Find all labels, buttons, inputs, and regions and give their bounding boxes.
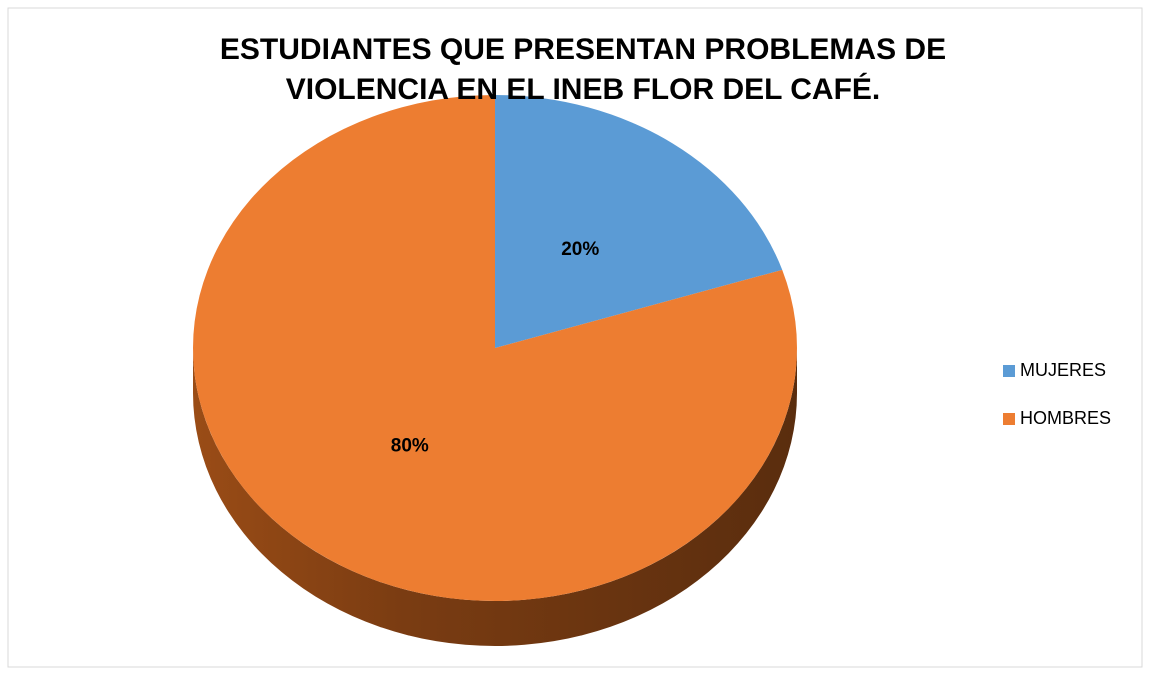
chart-title: ESTUDIANTES QUE PRESENTAN PROBLEMAS DE V… — [219, 33, 947, 106]
legend-label: MUJERES — [1020, 360, 1106, 380]
pie-side — [193, 348, 797, 646]
pie-slice — [193, 95, 798, 601]
legend-swatch — [1003, 413, 1015, 425]
data-label: 20% — [561, 239, 599, 260]
pie-slice — [495, 95, 783, 348]
legend-swatch — [1003, 365, 1015, 377]
legend-label: HOMBRES — [1020, 408, 1111, 428]
data-label: 80% — [391, 435, 429, 456]
